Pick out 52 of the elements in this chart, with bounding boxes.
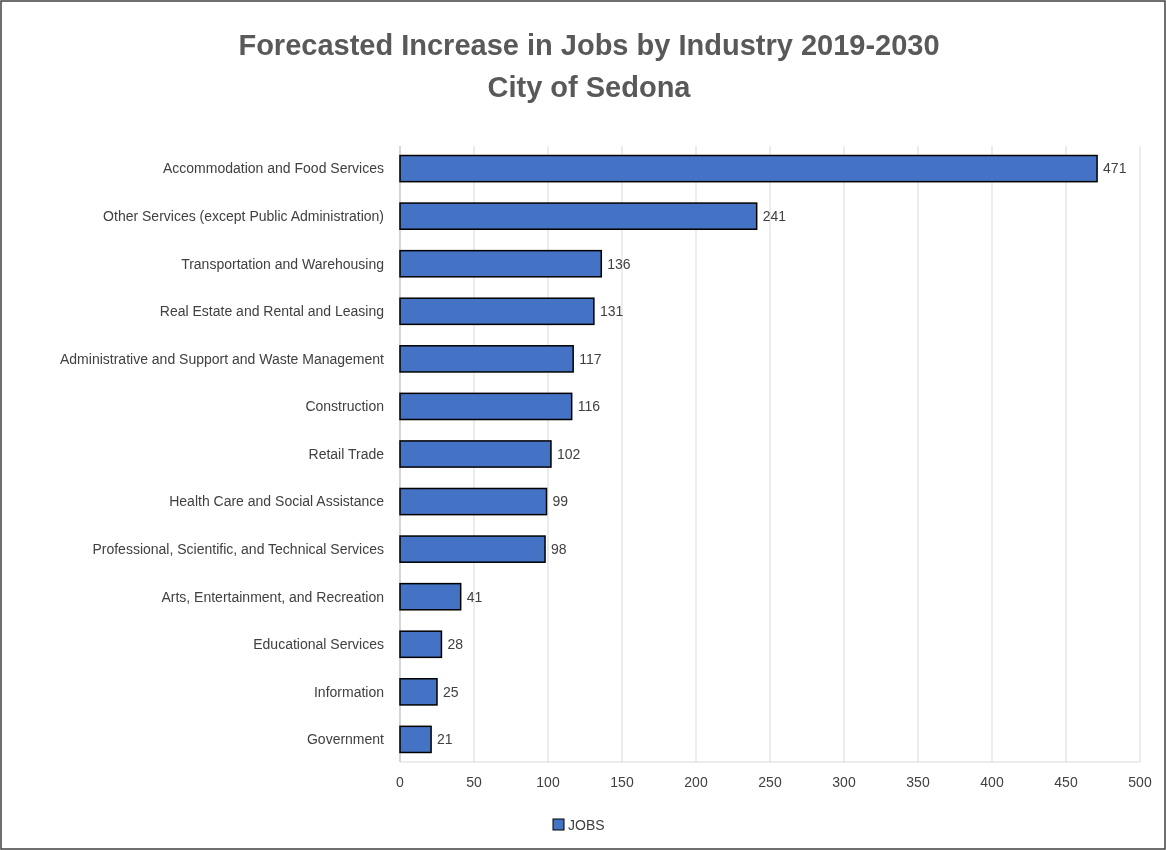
y-tick-label: Professional, Scientific, and Technical Services (92, 541, 384, 558)
y-tick-label: Arts, Entertainment, and Recreation (161, 588, 384, 605)
bar (399, 440, 552, 468)
bar (399, 202, 758, 230)
data-label: 21 (437, 731, 453, 748)
data-label: 131 (599, 303, 624, 320)
y-tick-label: Other Services (except Public Administration) (103, 208, 384, 225)
data-label: 28 (447, 636, 464, 653)
bar (399, 345, 574, 373)
data-label: 116 (577, 398, 601, 415)
data-label: 136 (607, 255, 631, 272)
data-label: 98 (551, 541, 567, 558)
y-tick-label: Retail Trade (308, 445, 385, 462)
x-tick-label: 100 (536, 774, 560, 790)
chart-title: Forecasted Increase in Jobs by Industry 2019-2030 City of Sedona (238, 29, 940, 103)
data-label: 471 (1103, 160, 1127, 177)
y-tick-label: Construction (305, 398, 384, 415)
x-tick-label: 200 (684, 774, 708, 790)
legend-label: JOBS (568, 816, 605, 833)
bar (399, 582, 462, 611)
bar (399, 154, 1098, 183)
y-tick-label: Administrative and Support and Waste Management (60, 350, 385, 367)
y-tick-label: Transportation and Warehousing (181, 255, 384, 272)
x-tick-label: 50 (466, 774, 482, 790)
data-label: 117 (579, 350, 602, 367)
y-tick-label: Health Care and Social Assistance (169, 493, 385, 510)
y-tick-label: Educational Services (253, 636, 384, 653)
bar (399, 725, 432, 754)
x-tick-label: 450 (1054, 774, 1078, 790)
bar (399, 487, 548, 516)
y-tick-label: Government (306, 731, 385, 748)
data-label: 241 (762, 208, 787, 225)
bar (399, 249, 603, 278)
data-label: 102 (556, 445, 581, 462)
x-tick-label: 400 (980, 774, 1004, 790)
data-label: 25 (443, 683, 459, 700)
bar (399, 297, 595, 326)
x-tick-label: 500 (1128, 774, 1152, 790)
y-tick-label: Accommodation and Food Services (163, 160, 384, 177)
x-tick-label: 350 (906, 774, 930, 790)
data-label: 41 (466, 588, 483, 605)
x-tick-label: 250 (758, 774, 782, 790)
x-tick-label: 150 (610, 774, 634, 790)
bar (399, 392, 573, 421)
y-tick-label: Real Estate and Rental and Leasing (159, 303, 384, 320)
x-tick-label: 300 (832, 774, 856, 790)
data-label: 99 (552, 493, 569, 510)
bar (399, 535, 546, 563)
x-tick-label: 0 (396, 774, 405, 790)
bar (399, 630, 443, 659)
y-tick-label: Information (313, 683, 384, 700)
bar (399, 678, 438, 706)
